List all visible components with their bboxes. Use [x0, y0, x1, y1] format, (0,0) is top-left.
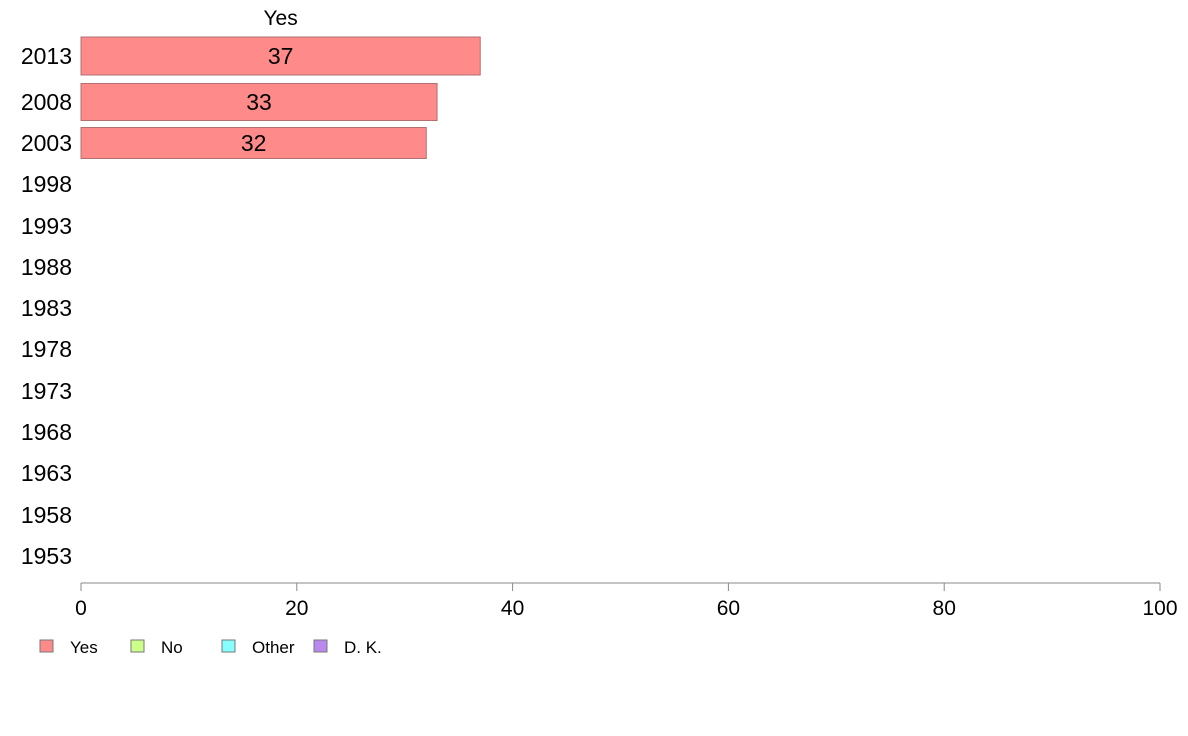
data-label: 32	[241, 130, 267, 156]
category-label: 2003	[21, 130, 72, 156]
legend-swatch	[130, 639, 145, 653]
category-label: 2008	[21, 89, 72, 115]
data-label: 37	[268, 43, 294, 69]
x-tick-label: 0	[75, 597, 87, 620]
category-label: 1953	[21, 543, 72, 569]
category-label: 1968	[21, 419, 72, 445]
legend: Yes No Other D. K.	[39, 638, 382, 657]
category-labels-group: 2013 2008 2003 1998 1993 1988 1983 1978 1973 1968…	[21, 43, 72, 569]
x-tick-label: 20	[285, 597, 308, 620]
x-axis: 0 20 40 60 80 100	[75, 582, 1178, 620]
x-tick-label: 100	[1142, 597, 1177, 620]
category-label: 1998	[21, 171, 72, 197]
legend-swatch	[221, 639, 236, 653]
category-label: 1993	[21, 213, 72, 239]
category-label: 1983	[21, 295, 72, 321]
legend-label: Yes	[70, 638, 98, 657]
category-label: 1963	[21, 460, 72, 486]
legend-swatch	[39, 639, 54, 653]
category-label: 1988	[21, 254, 72, 280]
bars-group	[80, 36, 481, 159]
category-label: 1958	[21, 502, 72, 528]
legend-label: Other	[252, 638, 295, 657]
category-label: 1978	[21, 336, 72, 362]
bar	[80, 127, 427, 159]
bar	[80, 83, 438, 121]
bar	[80, 36, 481, 76]
data-labels-group: 37 33 32	[241, 43, 294, 156]
x-tick-label: 80	[933, 597, 956, 620]
legend-swatch	[313, 639, 328, 653]
x-tick-label: 40	[501, 597, 524, 620]
legend-label: No	[161, 638, 183, 657]
data-label: 33	[246, 89, 272, 115]
x-tick-label: 60	[717, 597, 740, 620]
category-label: 1973	[21, 378, 72, 404]
category-label: 2013	[21, 43, 72, 69]
legend-label: D. K.	[344, 638, 382, 657]
column-header: Yes	[263, 7, 297, 30]
